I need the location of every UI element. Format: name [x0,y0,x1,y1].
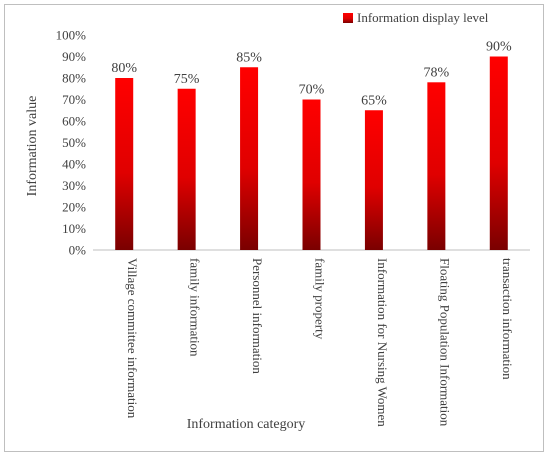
bar [427,82,446,250]
data-label: 75% [174,72,200,87]
x-axis-categories: Village committee information family info… [125,258,515,427]
data-label: 80% [111,61,137,76]
data-label: 78% [424,65,450,80]
y-axis-ticks: 0% 10% 20% 30% 40% 50% 60% 70% 80% 90% 100% [56,28,87,258]
y-tick-label: 20% [62,200,86,215]
x-category-label: family information [188,258,203,357]
data-label: 70% [299,83,325,98]
y-tick-label: 60% [62,114,86,129]
bar [177,88,196,250]
x-category-label: Village committee information [125,258,140,419]
y-tick-label: 100% [56,28,87,43]
bar [302,99,321,250]
y-tick-label: 90% [62,49,86,64]
bar [240,67,259,250]
data-labels: 80% 75% 85% 70% 65% 78% 90% [111,40,512,109]
y-tick-label: 0% [69,243,87,258]
y-tick-label: 10% [62,221,86,236]
data-label: 85% [236,50,262,65]
bars [115,56,508,250]
x-category-label: Floating Population Information [437,258,452,427]
y-tick-label: 30% [62,178,86,193]
legend-label: Information display level [357,10,489,25]
y-tick-label: 50% [62,135,86,150]
bar [364,110,383,250]
legend: Information display level [343,10,489,25]
bar [489,56,508,250]
x-category-label: family property [313,258,328,340]
y-axis-title: Information value [25,96,40,197]
legend-swatch [343,13,353,23]
y-tick-label: 80% [62,71,86,86]
x-category-label: transaction information [500,258,515,380]
x-axis-title: Information category [187,417,306,432]
bar [115,78,134,250]
chart-frame [4,4,544,452]
y-tick-label: 70% [62,92,86,107]
x-category-label: Personnel information [250,258,265,374]
y-tick-label: 40% [62,157,86,172]
x-category-label: Information for Nursing Women [375,258,390,427]
data-label: 65% [361,93,387,108]
data-label: 90% [486,40,512,55]
